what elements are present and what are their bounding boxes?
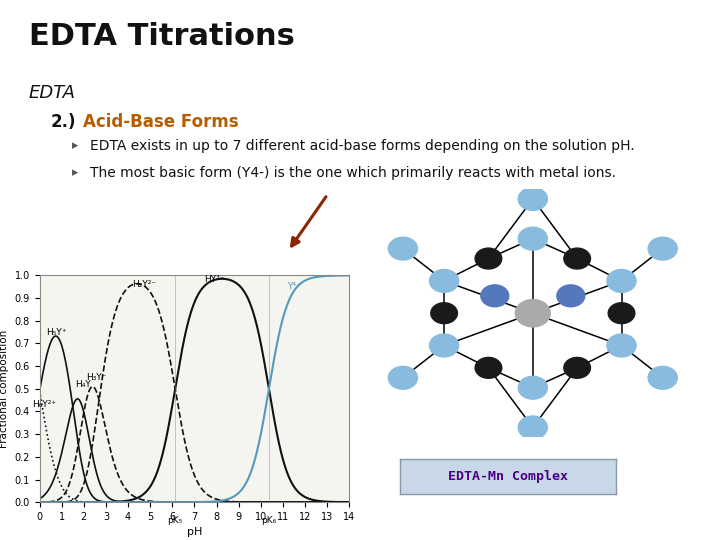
Text: H₃Y⁻: H₃Y⁻: [86, 373, 107, 382]
Text: EDTA-Mn Complex: EDTA-Mn Complex: [448, 470, 567, 483]
Text: pK₆: pK₆: [261, 516, 276, 525]
Circle shape: [648, 366, 678, 389]
Circle shape: [518, 376, 547, 399]
Circle shape: [475, 248, 502, 269]
Circle shape: [518, 416, 547, 439]
Circle shape: [518, 227, 547, 250]
Circle shape: [431, 303, 457, 323]
Text: pK₅: pK₅: [168, 516, 183, 525]
Text: Y⁴⁻: Y⁴⁻: [287, 282, 301, 291]
Text: H₆Y²⁺: H₆Y²⁺: [32, 400, 57, 409]
Text: EDTA: EDTA: [29, 84, 76, 102]
Circle shape: [388, 237, 418, 260]
Text: H₄Y: H₄Y: [75, 380, 91, 389]
Circle shape: [607, 334, 636, 357]
Circle shape: [564, 248, 590, 269]
Circle shape: [648, 237, 678, 260]
Y-axis label: Fractional composition: Fractional composition: [0, 330, 9, 448]
Text: Acid-Base Forms: Acid-Base Forms: [83, 113, 238, 131]
Circle shape: [607, 269, 636, 292]
Text: HY³⁻: HY³⁻: [204, 275, 225, 285]
X-axis label: pH: pH: [186, 528, 202, 537]
Circle shape: [564, 357, 590, 379]
Text: H₅Y⁺: H₅Y⁺: [46, 328, 66, 336]
Circle shape: [475, 357, 502, 379]
Text: H₂Y²⁻: H₂Y²⁻: [132, 280, 157, 289]
Circle shape: [608, 303, 635, 323]
Circle shape: [388, 366, 418, 389]
Text: EDTA exists in up to 7 different acid-base forms depending on the solution pH.: EDTA exists in up to 7 different acid-ba…: [90, 139, 634, 153]
Circle shape: [516, 300, 550, 327]
Text: EDTA Titrations: EDTA Titrations: [29, 22, 294, 51]
Circle shape: [481, 285, 509, 307]
Text: 2.): 2.): [50, 113, 76, 131]
Text: ▸: ▸: [72, 166, 78, 179]
Circle shape: [430, 334, 459, 357]
Circle shape: [430, 269, 459, 292]
Circle shape: [557, 285, 585, 307]
Text: ▸: ▸: [72, 139, 78, 152]
Text: The most basic form (Y4-) is the one which primarily reacts with metal ions.: The most basic form (Y4-) is the one whi…: [90, 166, 616, 180]
Circle shape: [518, 187, 547, 211]
